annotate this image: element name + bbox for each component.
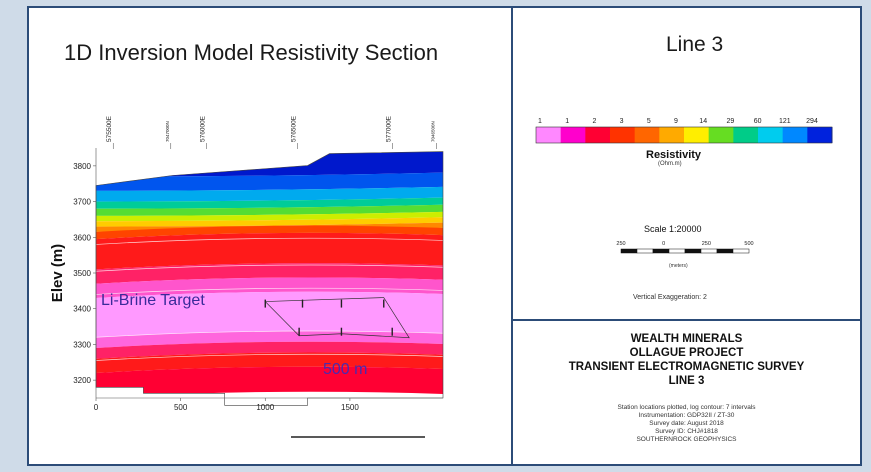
- survey-note-5: SOUTHERNROCK GEOPHYSICS: [636, 436, 737, 443]
- station-label: 576000E: [199, 115, 206, 142]
- scale-bar-segment: [652, 248, 670, 254]
- station-label: 575500E: [106, 115, 113, 142]
- legend-value: 3: [620, 118, 624, 125]
- scale-bar-segment: [684, 248, 702, 254]
- x-tick-label: 0: [94, 403, 99, 412]
- legend-value: 1: [538, 118, 542, 125]
- legend-value: 29: [727, 118, 735, 125]
- station-label: 7047000N: [165, 121, 170, 142]
- legend-value: 2: [592, 118, 596, 125]
- section-band: [96, 366, 443, 398]
- company-line-3: TRANSIENT ELECTROMAGNETIC SURVEY: [568, 361, 805, 373]
- legend-border: [535, 126, 833, 144]
- contour-line: [96, 287, 443, 295]
- y-tick-label: 3500: [73, 269, 91, 278]
- section-band: [96, 225, 443, 240]
- legend-swatch: [733, 127, 759, 143]
- panel-divider-horizontal: [513, 319, 860, 321]
- legend-value: 14: [699, 118, 707, 125]
- scale-tick-label: 250: [702, 241, 711, 247]
- survey-note-3: Survey date: August 2018: [649, 420, 724, 427]
- contour-line: [96, 330, 443, 338]
- legend-value: 9: [674, 118, 678, 125]
- survey-note-2: Instrumentation: GDP32II / ZT-30: [638, 412, 735, 419]
- legend-swatch: [560, 127, 586, 143]
- legend-swatch: [684, 127, 710, 143]
- section-band: [96, 232, 443, 270]
- legend-swatch: [536, 127, 562, 143]
- section-band: [96, 341, 443, 359]
- target-label: Li-Brine Target: [101, 292, 205, 309]
- company-line-4: LINE 3: [668, 375, 705, 387]
- survey-note-4: Survey ID: CHJ#1818: [655, 428, 718, 435]
- scale-tick-label: 0: [662, 241, 665, 247]
- distance-label: 500 m: [323, 361, 367, 378]
- section-band: [96, 352, 443, 373]
- legend-swatch: [782, 127, 808, 143]
- y-tick-label: 3700: [73, 198, 91, 207]
- line-title: Line 3: [666, 33, 724, 56]
- panel-divider-vertical: [511, 6, 513, 466]
- x-tick-label: 1000: [256, 403, 274, 412]
- company-line-2: OLLAGUE PROJECT: [629, 347, 744, 359]
- contour-line: [96, 237, 443, 245]
- station-label: 7046500N: [431, 121, 436, 142]
- station-label: 577000E: [386, 115, 393, 142]
- scale-tick-label: 500: [744, 241, 753, 247]
- company-line-1: WEALTH MINERALS: [630, 333, 743, 345]
- scale-units: (meters): [669, 263, 688, 269]
- scale-bar-segment: [620, 248, 638, 254]
- legend-value: 121: [779, 118, 791, 125]
- section-band: [96, 211, 443, 222]
- section-band: [96, 197, 443, 209]
- legend-unit: (Ohm.m): [658, 161, 682, 167]
- target-outline: [264, 297, 410, 339]
- section-band: [96, 277, 443, 298]
- y-tick-label: 3300: [73, 340, 91, 349]
- vertical-exaggeration: Vertical Exaggeration: 2: [633, 294, 707, 301]
- legend-swatch: [758, 127, 784, 143]
- scale-bar-segment: [732, 248, 750, 254]
- section-band: [96, 186, 443, 202]
- scale-bar-segment: [700, 248, 718, 254]
- legend-swatch: [585, 127, 611, 143]
- survey-note-1: Station locations plotted, log contour: …: [617, 404, 756, 411]
- legend-value: 1: [565, 118, 569, 125]
- legend-swatch: [807, 127, 833, 143]
- section-title: 1D Inversion Model Resistivity Section: [64, 40, 439, 65]
- legend-swatch: [634, 127, 660, 143]
- y-tick-label: 3200: [73, 376, 91, 385]
- y-tick-label: 3600: [73, 233, 91, 242]
- contour-line: [96, 353, 443, 361]
- section-fill: [96, 151, 443, 398]
- section-outline: [95, 151, 444, 406]
- x-tick-label: 500: [174, 403, 188, 412]
- section-band: [96, 151, 443, 177]
- section-band: [96, 263, 443, 284]
- x-tick-label: 1500: [341, 403, 359, 412]
- legend-swatch: [610, 127, 636, 143]
- y-tick-label: 3800: [73, 162, 91, 171]
- legend-value: 60: [754, 118, 762, 125]
- legend-swatch: [708, 127, 734, 143]
- contour-line: [96, 264, 443, 272]
- scale-bar-segment: [668, 248, 686, 254]
- scale-tick-label: 250: [616, 241, 625, 247]
- y-tick-label: 3400: [73, 305, 91, 314]
- scale-bar-segment: [636, 248, 654, 254]
- legend-swatch: [659, 127, 685, 143]
- scale-label: Scale 1:20000: [644, 224, 702, 234]
- section-band: [96, 331, 443, 348]
- section-band: [96, 217, 443, 227]
- legend-value: 5: [647, 118, 651, 125]
- section-band: [96, 204, 443, 216]
- section-band: [96, 291, 443, 338]
- legend-value: 294: [806, 118, 818, 125]
- station-label: 576500E: [291, 115, 298, 142]
- legend-title: Resistivity: [646, 149, 702, 161]
- section-band: [96, 172, 443, 191]
- y-axis-label: Elev (m): [49, 244, 66, 302]
- scale-bar-segment: [716, 248, 734, 254]
